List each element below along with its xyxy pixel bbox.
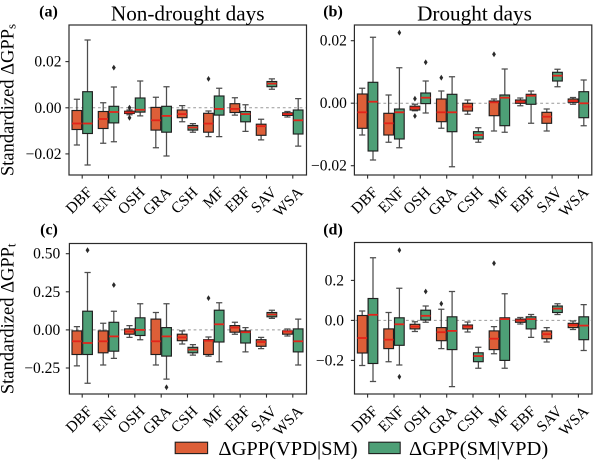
svg-text:0.02: 0.02: [34, 54, 61, 71]
svg-text:Standardized ΔGPPs: Standardized ΔGPPs: [0, 24, 19, 176]
svg-text:(a): (a): [39, 3, 58, 20]
svg-text:−0.02: −0.02: [311, 158, 347, 175]
svg-text:−0.2: −0.2: [316, 352, 344, 369]
svg-text:0.25: 0.25: [33, 284, 60, 301]
svg-text:0.00: 0.00: [34, 100, 61, 117]
svg-text:0.2: 0.2: [325, 272, 344, 289]
svg-text:0.02: 0.02: [320, 33, 347, 50]
svg-text:(c): (c): [40, 221, 58, 238]
svg-text:Non-drought days: Non-drought days: [111, 2, 265, 26]
svg-text:0.00: 0.00: [320, 95, 347, 112]
svg-text:Standardized ΔGPPt: Standardized ΔGPPt: [0, 243, 19, 394]
svg-text:0.50: 0.50: [33, 246, 60, 263]
svg-text:0.00: 0.00: [33, 322, 60, 339]
svg-text:ΔGPP(VPD|SM): ΔGPP(VPD|SM): [218, 438, 357, 460]
svg-text:ΔGPP(SM|VPD): ΔGPP(SM|VPD): [409, 438, 548, 460]
svg-text:Drought days: Drought days: [417, 2, 532, 26]
svg-text:(b): (b): [323, 3, 343, 20]
svg-text:−0.25: −0.25: [24, 360, 60, 377]
svg-text:−0.02: −0.02: [26, 146, 62, 163]
svg-text:(d): (d): [323, 221, 343, 238]
svg-text:0.0: 0.0: [325, 312, 345, 329]
